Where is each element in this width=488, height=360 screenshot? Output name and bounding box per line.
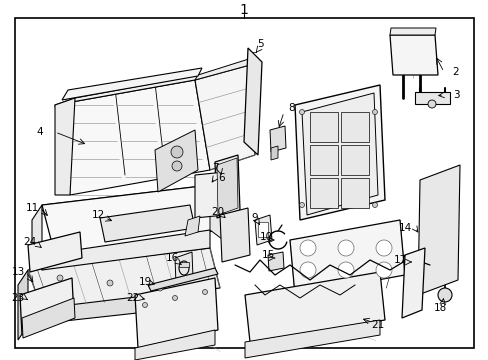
Text: 18: 18 [432, 303, 446, 313]
Polygon shape [135, 278, 218, 348]
Text: 17: 17 [392, 255, 406, 265]
Text: 21: 21 [370, 320, 384, 330]
Text: 5: 5 [256, 39, 263, 49]
Circle shape [375, 240, 391, 256]
Polygon shape [28, 232, 82, 272]
Polygon shape [417, 165, 459, 295]
Circle shape [437, 288, 451, 302]
Polygon shape [389, 35, 437, 75]
Text: 1: 1 [239, 3, 248, 17]
Polygon shape [401, 248, 424, 318]
Polygon shape [155, 130, 198, 192]
Circle shape [202, 289, 207, 294]
Polygon shape [244, 320, 379, 358]
Polygon shape [62, 68, 202, 100]
Polygon shape [148, 268, 218, 291]
Polygon shape [184, 216, 200, 236]
Circle shape [172, 296, 177, 301]
Text: 12: 12 [91, 210, 104, 220]
Bar [340, 145, 368, 175]
Polygon shape [270, 146, 278, 160]
Polygon shape [217, 158, 238, 215]
Text: 11: 11 [25, 203, 39, 213]
Polygon shape [220, 208, 249, 262]
Circle shape [171, 146, 183, 158]
Polygon shape [195, 172, 224, 218]
Circle shape [299, 109, 304, 114]
Bar [414, 92, 449, 104]
Circle shape [107, 280, 113, 286]
Polygon shape [244, 272, 384, 342]
Text: 24: 24 [23, 237, 37, 247]
Circle shape [57, 275, 63, 281]
Polygon shape [55, 80, 209, 195]
Bar [340, 178, 368, 208]
Polygon shape [294, 85, 384, 220]
Polygon shape [195, 65, 254, 170]
Text: 3: 3 [452, 90, 458, 100]
Text: 10: 10 [259, 232, 272, 242]
Text: 23: 23 [11, 293, 24, 303]
Polygon shape [175, 252, 193, 284]
Text: 9: 9 [251, 213, 258, 223]
Text: 2: 2 [452, 67, 458, 77]
Polygon shape [42, 230, 209, 270]
Circle shape [157, 285, 163, 291]
Bar [309, 112, 337, 142]
Polygon shape [269, 126, 285, 152]
Text: 20: 20 [211, 207, 224, 217]
Text: 22: 22 [126, 293, 140, 303]
Polygon shape [55, 72, 215, 105]
Circle shape [427, 100, 435, 108]
Polygon shape [244, 48, 262, 155]
Polygon shape [42, 185, 220, 255]
Text: 14: 14 [398, 223, 411, 233]
Polygon shape [289, 220, 404, 295]
Polygon shape [302, 93, 377, 215]
Circle shape [299, 240, 315, 256]
Bar [340, 112, 368, 142]
Circle shape [372, 109, 377, 114]
Polygon shape [209, 185, 235, 245]
Circle shape [299, 262, 315, 278]
Circle shape [337, 262, 353, 278]
Text: 16: 16 [165, 253, 178, 263]
Polygon shape [18, 270, 28, 340]
Circle shape [337, 240, 353, 256]
Polygon shape [55, 98, 75, 195]
Circle shape [142, 302, 147, 307]
Circle shape [375, 262, 391, 278]
Polygon shape [22, 298, 75, 338]
Polygon shape [28, 248, 220, 310]
Polygon shape [389, 28, 435, 35]
Polygon shape [100, 205, 195, 242]
Polygon shape [20, 278, 74, 335]
Polygon shape [267, 252, 284, 271]
Circle shape [372, 202, 377, 207]
Circle shape [172, 161, 182, 171]
Bar [309, 178, 337, 208]
Text: 6: 6 [218, 173, 225, 183]
Polygon shape [215, 155, 240, 218]
Text: 13: 13 [11, 267, 24, 277]
Polygon shape [28, 288, 209, 325]
Bar [309, 145, 337, 175]
Text: 8: 8 [288, 103, 295, 113]
Text: 19: 19 [138, 277, 151, 287]
Text: 7: 7 [211, 163, 218, 173]
Circle shape [299, 202, 304, 207]
Polygon shape [135, 330, 215, 360]
Bar [179, 262, 189, 267]
Text: 4: 4 [37, 127, 43, 137]
Text: 15: 15 [261, 250, 274, 260]
Bar [258, 222, 267, 237]
Polygon shape [32, 205, 42, 270]
Polygon shape [195, 58, 251, 80]
Polygon shape [254, 215, 271, 245]
